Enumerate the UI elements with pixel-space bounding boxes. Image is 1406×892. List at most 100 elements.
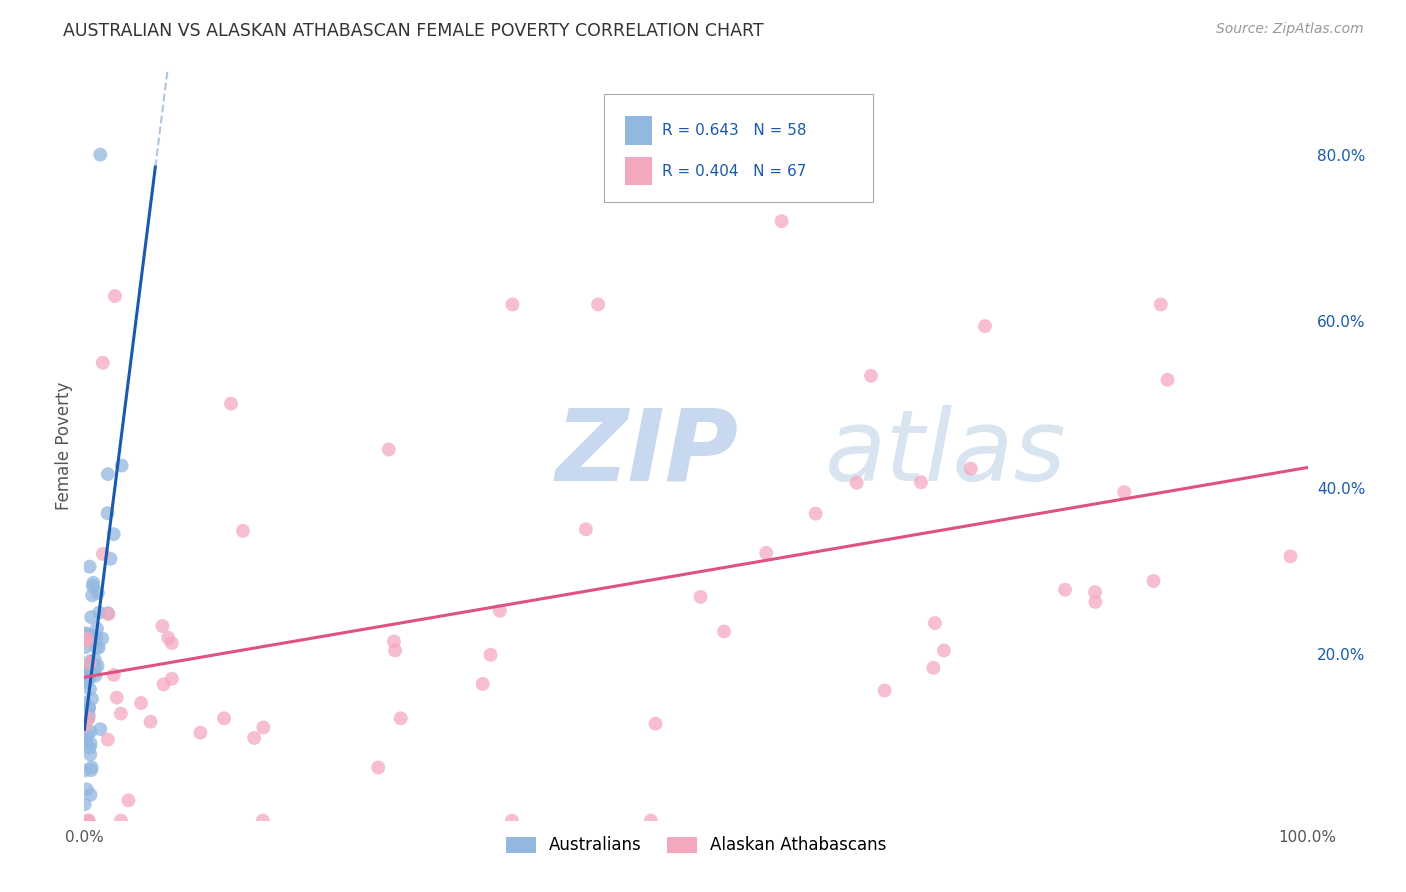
Point	[1142, 574, 1164, 588]
Point	[1150, 297, 1173, 311]
Point	[770, 214, 793, 228]
Point	[89, 147, 111, 161]
Point	[84, 668, 107, 682]
Point	[77, 659, 100, 673]
Point	[232, 524, 254, 538]
Point	[1053, 582, 1076, 597]
Point	[76, 713, 98, 727]
Point	[932, 643, 955, 657]
Point	[80, 737, 103, 751]
Point	[76, 782, 98, 797]
Point	[86, 659, 108, 673]
Point	[110, 706, 132, 721]
Point	[575, 522, 598, 536]
Point	[689, 590, 711, 604]
Point	[105, 690, 128, 705]
Point	[76, 728, 98, 742]
Point	[76, 675, 98, 690]
Point	[76, 814, 98, 828]
Point	[80, 763, 103, 777]
Point	[91, 632, 114, 646]
Point	[79, 682, 101, 697]
FancyBboxPatch shape	[626, 116, 652, 145]
Point	[80, 657, 103, 671]
Point	[77, 814, 100, 828]
Point	[389, 711, 412, 725]
FancyBboxPatch shape	[605, 94, 873, 202]
Point	[77, 701, 100, 715]
Point	[502, 297, 524, 311]
Point	[103, 527, 125, 541]
Text: ZIP: ZIP	[555, 405, 738, 502]
Point	[86, 640, 108, 655]
Point	[479, 648, 502, 662]
Point	[471, 677, 494, 691]
Text: Source: ZipAtlas.com: Source: ZipAtlas.com	[1216, 22, 1364, 37]
Point	[79, 740, 101, 755]
Text: R = 0.643   N = 58: R = 0.643 N = 58	[662, 123, 806, 138]
Point	[910, 475, 932, 490]
Point	[382, 634, 405, 648]
Point	[96, 506, 118, 520]
Point	[80, 629, 103, 643]
Point	[75, 640, 97, 655]
Point	[73, 764, 96, 778]
Point	[79, 656, 101, 670]
Point	[97, 467, 120, 481]
Point	[489, 604, 512, 618]
Point	[77, 711, 100, 725]
Point	[75, 732, 97, 747]
Point	[79, 724, 101, 739]
Point	[75, 696, 97, 710]
Point	[804, 507, 827, 521]
Point	[89, 722, 111, 736]
Point	[87, 586, 110, 600]
Point	[91, 547, 114, 561]
Point	[73, 626, 96, 640]
Point	[79, 559, 101, 574]
Point	[83, 633, 105, 648]
Point	[367, 760, 389, 774]
Point	[252, 814, 274, 828]
Point	[160, 672, 183, 686]
Point	[157, 631, 180, 645]
Point	[73, 718, 96, 732]
Point	[86, 631, 108, 645]
Y-axis label: Female Poverty: Female Poverty	[55, 382, 73, 510]
Point	[252, 720, 274, 734]
Point	[79, 663, 101, 677]
Point	[84, 660, 107, 674]
Text: AUSTRALIAN VS ALASKAN ATHABASCAN FEMALE POVERTY CORRELATION CHART: AUSTRALIAN VS ALASKAN ATHABASCAN FEMALE …	[63, 22, 763, 40]
Point	[77, 672, 100, 686]
Point	[377, 442, 399, 457]
Point	[80, 691, 103, 706]
Point	[100, 551, 122, 566]
Point	[77, 701, 100, 715]
Point	[75, 736, 97, 750]
Point	[860, 368, 883, 383]
Point	[110, 814, 132, 828]
Point	[79, 668, 101, 682]
Text: atlas: atlas	[824, 405, 1066, 502]
Point	[960, 461, 983, 475]
Point	[111, 458, 134, 473]
Point	[1114, 485, 1136, 500]
Point	[76, 667, 98, 681]
Point	[97, 607, 120, 622]
Point	[1084, 585, 1107, 599]
Point	[104, 289, 127, 303]
Point	[384, 643, 406, 657]
Point	[1156, 373, 1178, 387]
Point	[152, 677, 174, 691]
Point	[103, 668, 125, 682]
Point	[974, 319, 997, 334]
Point	[1084, 595, 1107, 609]
Point	[75, 634, 97, 648]
Point	[77, 627, 100, 641]
Point	[76, 705, 98, 719]
Point	[89, 606, 111, 620]
Point	[640, 814, 662, 828]
Point	[501, 814, 523, 828]
Point	[1279, 549, 1302, 564]
FancyBboxPatch shape	[626, 157, 652, 186]
